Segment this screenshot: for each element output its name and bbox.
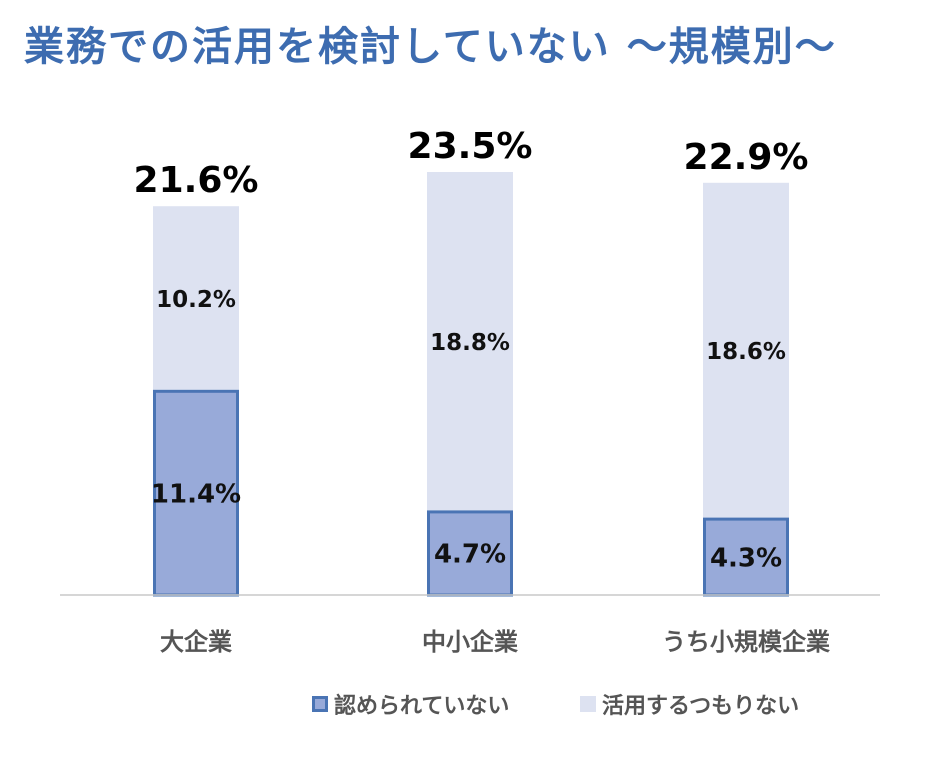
data-label-not-planned: 10.2% — [156, 287, 236, 313]
chart-plot: 10.2% 11.4% 21.6% 大企業 18.8% 4.7% 23.5% 中小企業 18.6… — [60, 126, 880, 656]
legend-swatch — [312, 696, 328, 712]
bar-segment-not-planned — [703, 182, 789, 518]
data-label-not-planned: 18.6% — [706, 339, 786, 365]
chart-title: 業務での活用を検討していない ～規模別～ — [24, 24, 837, 70]
legend-item: 活用するつもりない — [580, 688, 799, 720]
bar-segment-not-planned — [153, 206, 239, 390]
category-label: うち小規模企業 — [662, 628, 830, 656]
legend-label: 活用するつもりない — [602, 694, 800, 719]
data-label-not-permitted: 11.4% — [151, 479, 241, 509]
total-label: 22.9% — [684, 137, 809, 178]
data-label-not-planned: 18.8% — [430, 330, 510, 356]
total-label: 23.5% — [408, 126, 533, 167]
total-label: 21.6% — [134, 160, 259, 201]
category-label: 中小企業 — [422, 628, 518, 656]
bar-segment-not-planned — [427, 172, 513, 511]
legend: 認められていない 活用するつもりない — [0, 688, 944, 722]
data-label-not-permitted: 4.3% — [710, 543, 782, 573]
legend-item: 認められていない — [312, 688, 509, 720]
legend-swatch — [580, 696, 596, 712]
data-label-not-permitted: 4.7% — [434, 540, 506, 570]
legend-label: 認められていない — [334, 694, 510, 719]
category-label: 大企業 — [160, 628, 232, 656]
